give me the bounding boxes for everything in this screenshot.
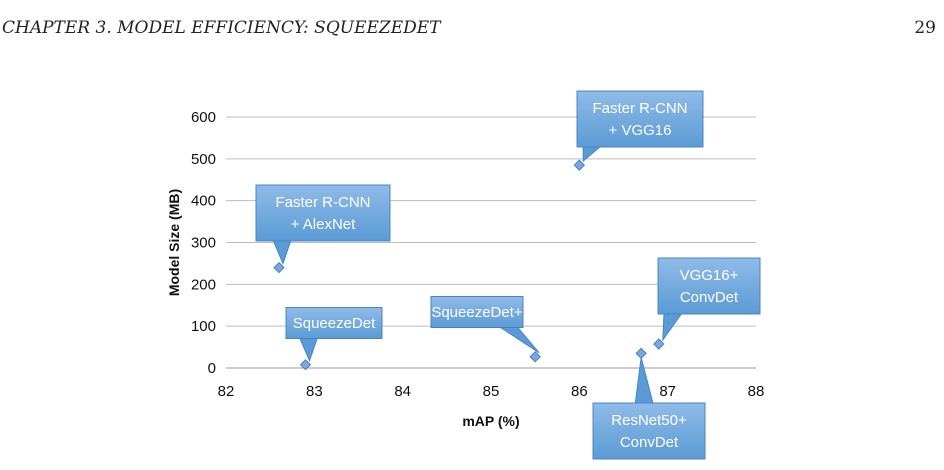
callout-box <box>430 296 524 328</box>
callout-box <box>285 307 383 339</box>
y-tick-label: 600 <box>191 109 216 126</box>
callout-4: ResNet50+ ConvDet <box>592 357 706 460</box>
y-tick-label: 400 <box>191 193 216 210</box>
data-point <box>653 338 665 350</box>
y-tick-label: 0 <box>208 360 216 377</box>
callout-box <box>255 184 391 242</box>
x-tick-label: 83 <box>306 383 323 400</box>
callout-pointer <box>298 337 319 363</box>
point-label: SqueezeDet+ <box>431 304 523 321</box>
data-point <box>273 261 285 274</box>
data-point <box>635 347 647 360</box>
y-tick-label: 100 <box>191 318 216 335</box>
page-number: 29 <box>914 18 936 38</box>
data-point <box>299 358 312 371</box>
callout-box <box>576 90 704 148</box>
y-tick-label: 200 <box>191 276 216 293</box>
x-tick-label: 86 <box>571 383 588 400</box>
data-point <box>529 351 541 363</box>
callout-1: SqueezeDet <box>285 307 383 363</box>
callout-2: SqueezeDet+ <box>430 296 540 354</box>
point-label: VGG16+ ConvDet <box>680 267 739 306</box>
x-tick-label: 84 <box>394 383 411 400</box>
data-point <box>573 159 586 171</box>
point-label: SqueezeDet <box>293 315 376 332</box>
callout-pointer <box>272 239 292 266</box>
x-tick-label: 88 <box>748 383 765 400</box>
callout-box <box>657 257 761 315</box>
running-header: CHAPTER 3. MODEL EFFICIENCY: SQUEEZEDET … <box>0 0 944 40</box>
y-tick-label: 300 <box>191 235 216 252</box>
callout-3: Faster R-CNN + VGG16 <box>576 90 704 163</box>
y-axis-title: Model Size (MB) <box>166 189 182 296</box>
callout-pointer <box>497 326 540 354</box>
callout-5: VGG16+ ConvDet <box>657 257 761 342</box>
x-tick-label: 82 <box>218 383 235 400</box>
callout-0: Faster R-CNN + AlexNet <box>255 184 391 266</box>
point-label: ResNet50+ ConvDet <box>611 412 687 451</box>
y-tick-label: 500 <box>191 151 216 168</box>
point-label: Faster R-CNN + VGG16 <box>592 100 687 139</box>
x-tick-label: 85 <box>483 383 500 400</box>
x-tick-label: 87 <box>659 383 676 400</box>
x-axis-title: mAP (%) <box>462 413 519 429</box>
callout-box <box>592 402 706 460</box>
callout-pointer <box>634 357 654 405</box>
chapter-title: CHAPTER 3. MODEL EFFICIENCY: SQUEEZEDET <box>2 18 441 38</box>
point-label: Faster R-CNN + AlexNet <box>275 194 370 233</box>
